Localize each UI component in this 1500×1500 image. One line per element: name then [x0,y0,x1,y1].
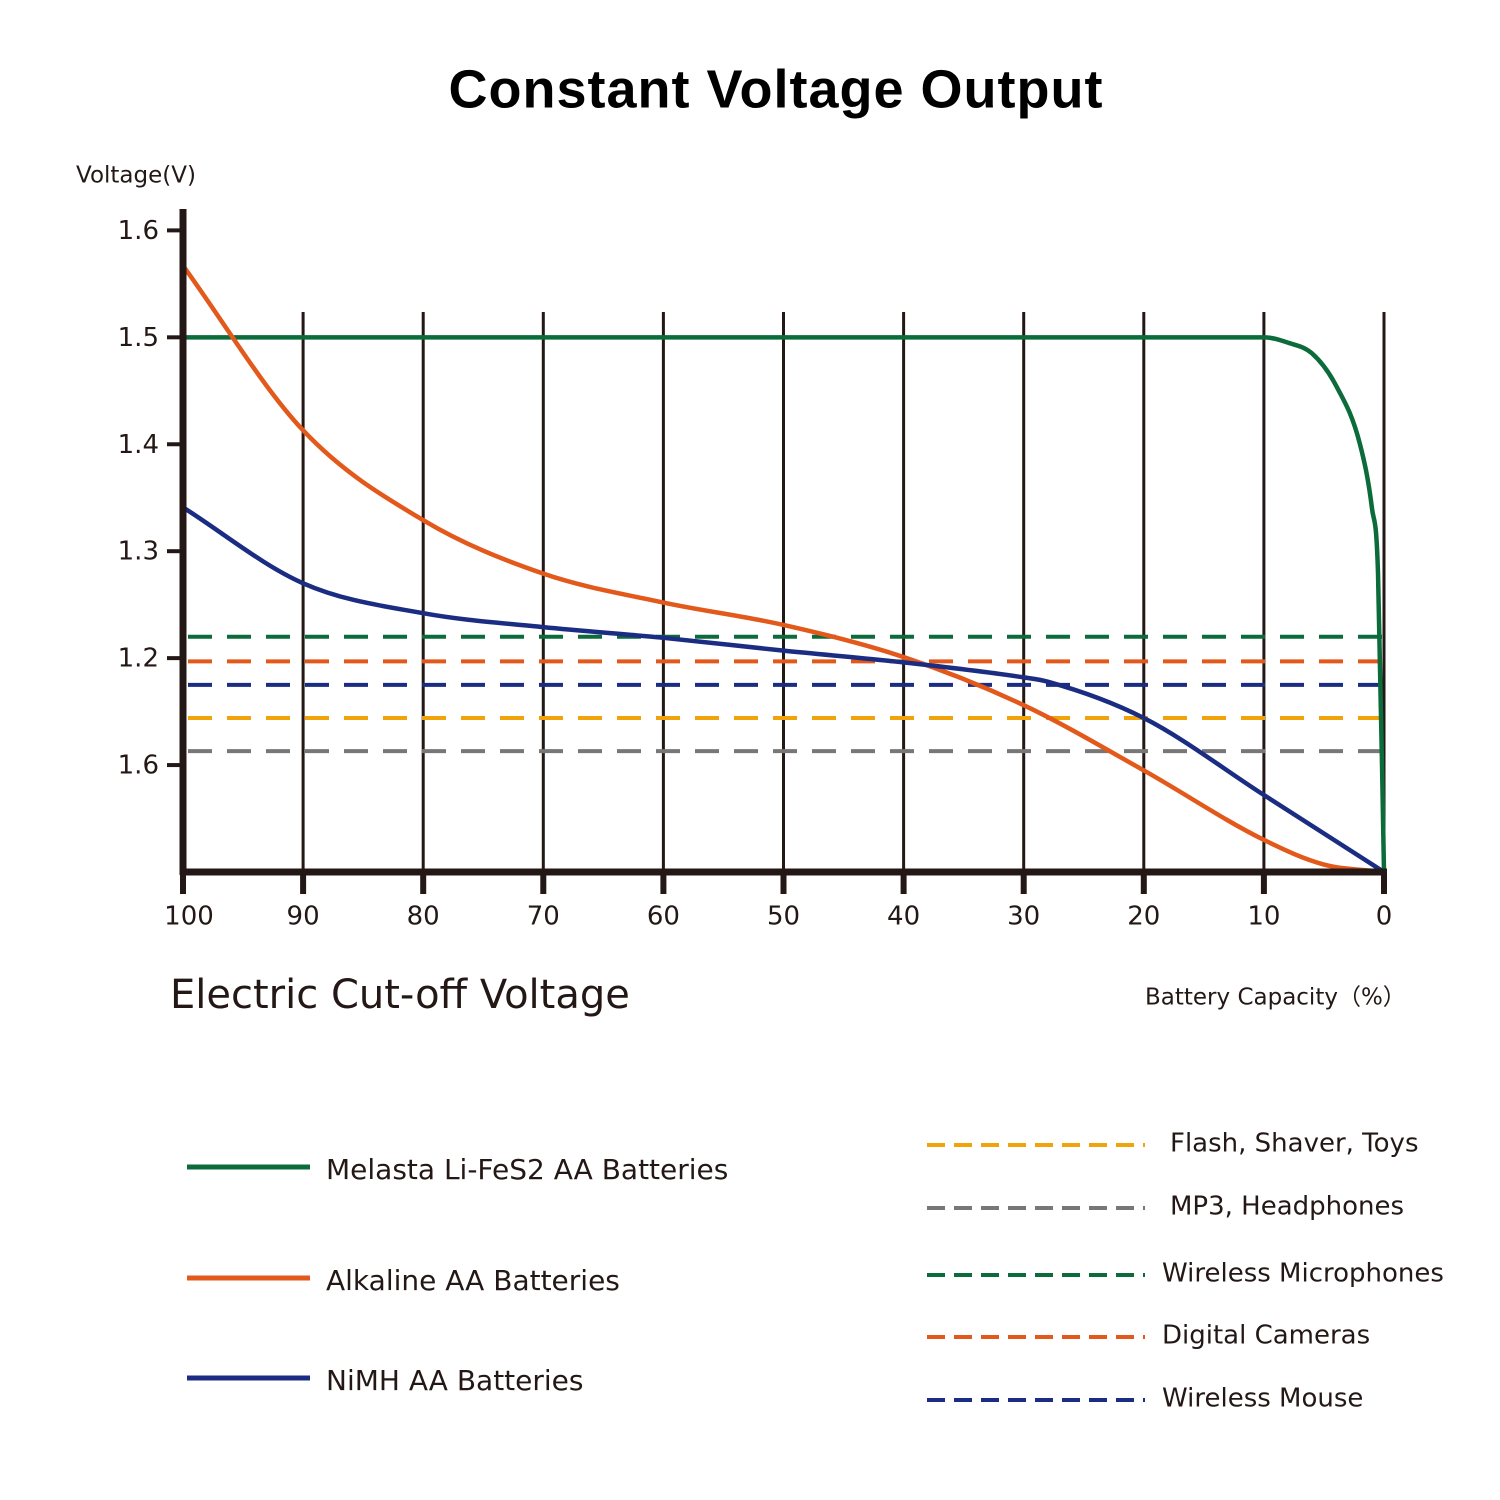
cutoff-title: Electric Cut-off Voltage [170,972,630,1018]
chart-title: Constant Voltage Output [449,59,1104,119]
x-tick-label: 100 [164,902,214,932]
x-tick-label: 90 [287,902,320,932]
x-tick-label: 60 [647,902,680,932]
x-tick-label: 50 [767,902,800,932]
x-tick-label: 0 [1376,902,1393,932]
cutoff-label: Flash, Shaver, Toys [1170,1129,1419,1159]
y-tick-label: 1.6 [118,751,159,781]
x-tick-label: 80 [407,902,440,932]
y-tick-label: 1.3 [118,537,159,567]
series-line [181,505,1386,874]
x-axis-label: Battery Capacity（%） [1145,985,1406,1011]
legend-label: Melasta Li-FeS2 AA Batteries [326,1153,728,1186]
series-line [183,335,1387,873]
x-tick-label: 70 [527,902,560,932]
y-tick-label: 1.6 [118,216,159,246]
x-tick-label: 40 [887,902,920,932]
cutoff-label: Wireless Microphones [1162,1259,1444,1289]
series-line [181,264,1385,875]
x-tick-label: 10 [1247,902,1280,932]
y-axis-label: Voltage(V) [76,163,196,189]
y-tick-label: 1.4 [118,430,159,460]
legend-label: NiMH AA Batteries [326,1364,583,1397]
legend-label: Alkaline AA Batteries [326,1264,620,1297]
x-tick-label: 20 [1127,902,1160,932]
y-tick-label: 1.5 [118,323,159,353]
cutoff-label: Wireless Mouse [1162,1384,1363,1414]
cutoff-label: MP3, Headphones [1170,1192,1404,1222]
cutoff-label: Digital Cameras [1162,1321,1370,1351]
x-tick-label: 30 [1007,902,1040,932]
y-tick-label: 1.2 [118,644,159,674]
